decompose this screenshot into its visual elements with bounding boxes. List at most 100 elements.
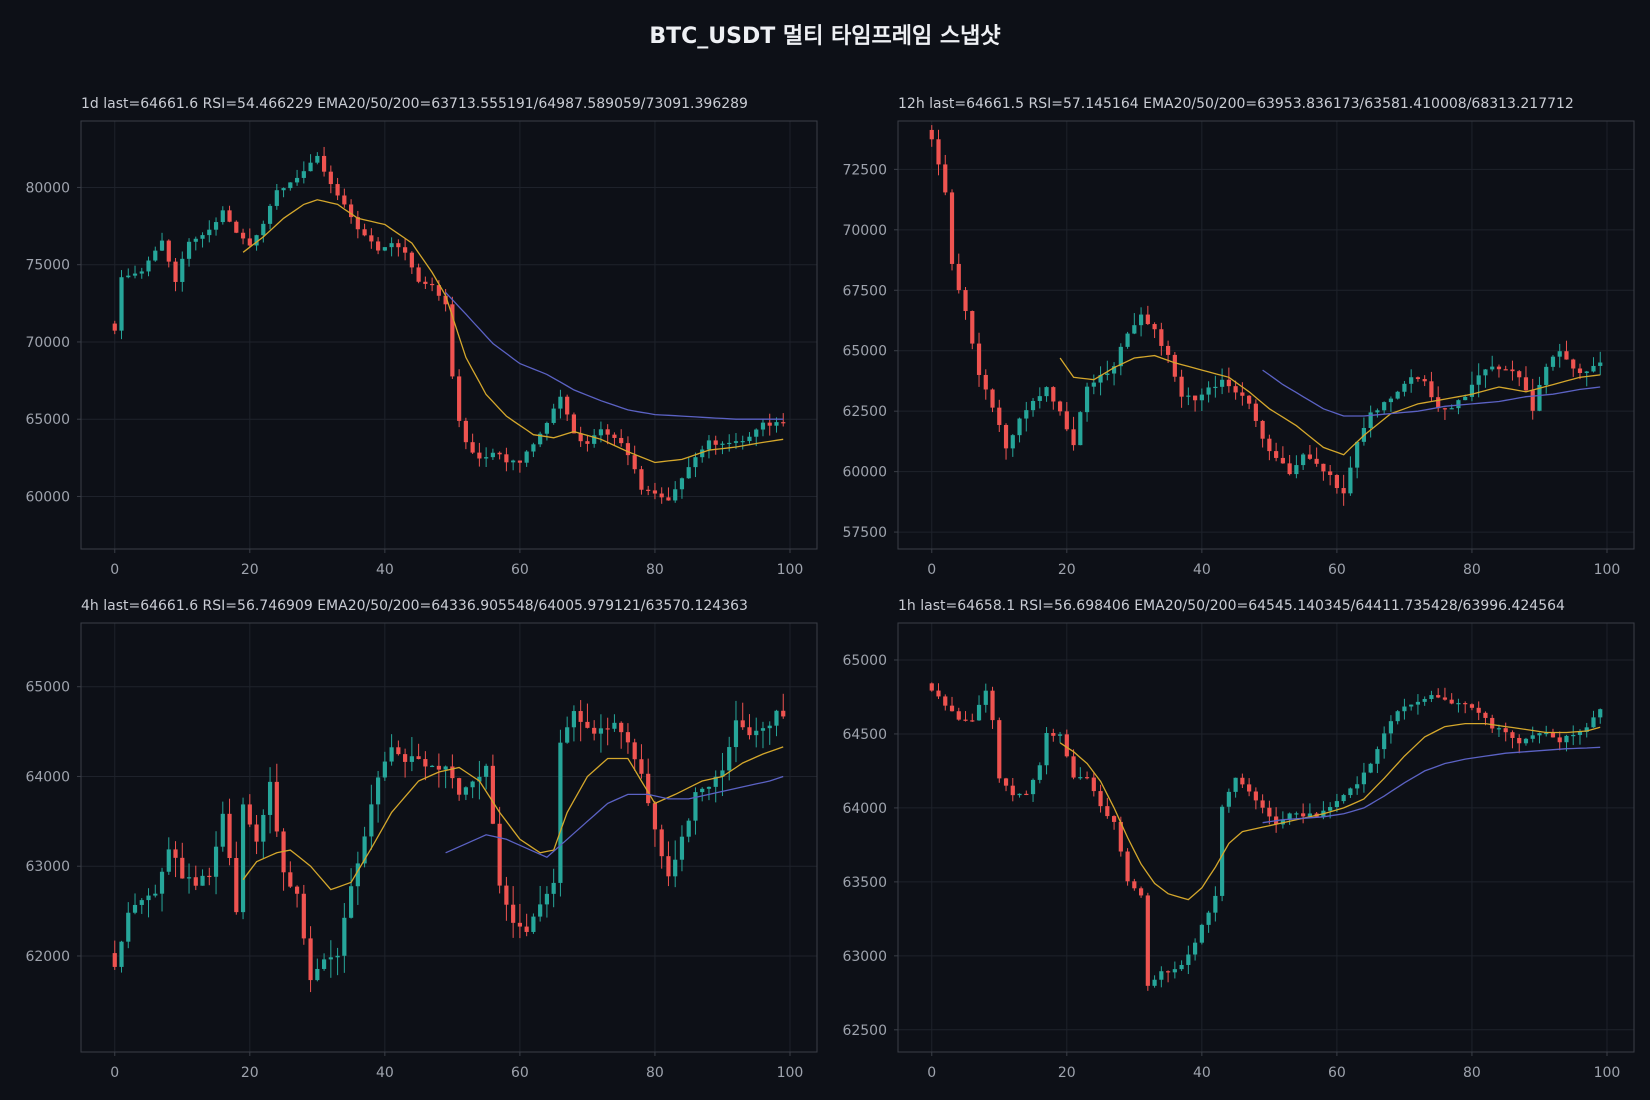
candle-body: [990, 389, 995, 408]
candle-body: [1078, 777, 1083, 779]
candle-body: [1206, 387, 1211, 395]
candle-body: [524, 451, 529, 463]
candle-body: [943, 696, 948, 706]
candle-body: [598, 429, 604, 436]
candle-body: [403, 754, 408, 762]
candle-body: [544, 422, 550, 434]
candle-body: [700, 788, 705, 793]
candle-body: [1469, 384, 1475, 397]
candle-body: [1436, 695, 1441, 698]
candle-body: [186, 877, 192, 879]
candle-body: [1226, 379, 1231, 387]
candle-body: [1294, 465, 1299, 475]
candle-body: [625, 732, 631, 743]
candle-body: [612, 722, 617, 729]
candle-body: [463, 787, 468, 795]
candle-body: [1145, 895, 1150, 986]
candle-body: [767, 725, 772, 729]
candle-body: [1253, 791, 1258, 801]
ema50-line: [445, 775, 784, 858]
candle-body: [1577, 731, 1583, 735]
candle-body: [1064, 734, 1069, 757]
x-tick-label: 60: [1328, 1065, 1346, 1081]
candle-body: [949, 705, 955, 712]
candle-body: [146, 895, 151, 901]
candle-body: [369, 804, 374, 837]
candle-body: [713, 440, 718, 445]
y-tick-label: 63000: [25, 859, 70, 875]
candle-body: [1253, 403, 1258, 421]
candle-body: [1044, 732, 1049, 766]
candle-body: [538, 433, 543, 445]
candle-body: [1463, 703, 1468, 705]
candle-body: [247, 804, 252, 825]
candle-body: [1503, 369, 1508, 371]
candle-body: [1395, 391, 1400, 399]
candle-body: [1037, 765, 1042, 780]
candle-body: [1530, 390, 1535, 411]
candle-body: [1355, 784, 1360, 789]
candle-body: [1240, 777, 1245, 785]
candle-body: [1415, 701, 1421, 705]
candle-body: [1132, 325, 1137, 334]
candle-body: [1003, 424, 1009, 449]
candle-body: [585, 441, 590, 444]
candle-body: [436, 285, 441, 296]
candle-body: [301, 893, 306, 939]
y-tick-label: 60000: [842, 465, 887, 481]
candle-body: [1557, 737, 1562, 743]
candle-body: [1132, 881, 1137, 889]
candle-body: [652, 490, 658, 494]
candle-body: [180, 857, 185, 879]
panel-title-4h: 4h last=64661.6 RSI=56.746909 EMA20/50/2…: [81, 598, 748, 614]
candle-body: [1057, 401, 1063, 412]
candle-body: [517, 460, 522, 463]
candle-body: [592, 435, 597, 444]
candle-body: [382, 247, 387, 251]
candle-body: [727, 747, 732, 771]
candle-body: [1152, 324, 1157, 330]
candle-body: [267, 205, 273, 224]
candle-body: [693, 792, 698, 821]
candle-body: [511, 460, 516, 463]
candle-body: [1368, 763, 1373, 773]
candle-body: [1017, 418, 1022, 436]
candle-body: [531, 444, 536, 452]
candle-body: [733, 441, 739, 443]
candle-body: [1415, 377, 1421, 380]
candle-body: [1294, 813, 1299, 815]
candle-body: [153, 250, 158, 261]
candle-body: [1091, 382, 1096, 387]
candle-body: [261, 814, 266, 842]
candle-body: [1483, 369, 1488, 376]
ema50-line: [445, 292, 784, 420]
candle-body: [1233, 777, 1238, 792]
x-tick-label: 60: [511, 562, 529, 578]
figure-title: BTC_USDT 멀티 타임프레임 스냅샷: [649, 24, 1001, 49]
candle-body: [1071, 429, 1076, 446]
candle-body: [1436, 397, 1441, 409]
candle-body: [1044, 387, 1049, 397]
candle-body: [983, 690, 988, 705]
candle-body: [990, 690, 995, 721]
candle-body: [1550, 732, 1556, 738]
candle-body: [1571, 734, 1576, 737]
candle-body: [423, 281, 428, 284]
candle-body: [1267, 807, 1272, 817]
candle-body: [1287, 813, 1292, 820]
y-tick-label: 60000: [25, 489, 70, 505]
candle-body: [517, 922, 522, 927]
candle-body: [983, 374, 988, 390]
candle-body: [686, 467, 691, 479]
candle-body: [159, 871, 165, 894]
candle-body: [565, 727, 570, 743]
candle-body: [294, 177, 300, 183]
candle-body: [173, 849, 178, 858]
candle-body: [1537, 733, 1542, 736]
candle-body: [1334, 474, 1339, 489]
candle-body: [1577, 368, 1583, 374]
candle-body: [126, 912, 131, 942]
x-tick-label: 40: [376, 562, 394, 578]
x-tick-label: 40: [376, 1065, 394, 1081]
candle-body: [1510, 369, 1515, 372]
